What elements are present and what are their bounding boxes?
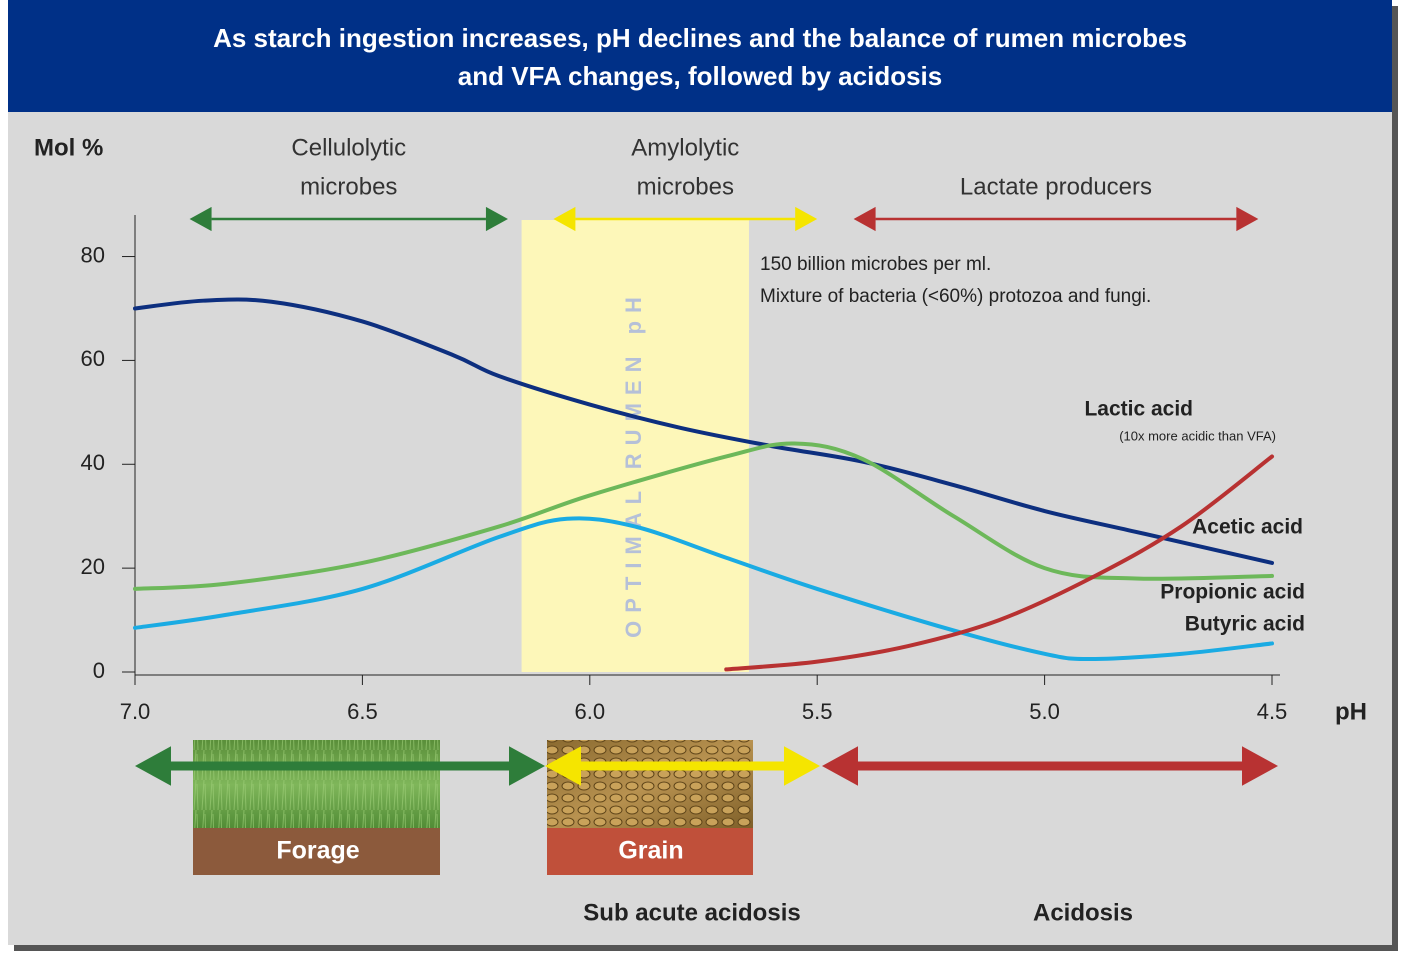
series-label: Butyric acid [1185,613,1305,636]
series-label: Propionic acid [1160,581,1305,604]
series-note: (10x more acidic than VFA) [1119,428,1276,443]
y-tick-label: 0 [93,658,105,683]
microbe-group-label: Cellulolytic [291,134,406,161]
microbe-group-label: Lactate producers [960,173,1152,200]
chart-title: and VFA changes, followed by acidosis [458,61,942,91]
microbe-group-label: microbes [637,173,734,200]
x-tick-label: 5.5 [802,699,833,724]
forage-texture [193,740,440,830]
title-banner [8,0,1392,112]
stage-label: Sub acute acidosis [583,899,800,926]
x-axis-label: pH [1335,698,1367,725]
note: Mixture of bacteria (<60%) protozoa and … [760,286,1151,307]
x-tick-label: 7.0 [120,699,151,724]
y-tick-label: 20 [81,554,105,579]
note: 150 billion microbes per ml. [760,254,991,275]
y-tick-label: 80 [81,242,105,267]
microbe-group-label: Amylolytic [631,134,739,161]
chart-title: As starch ingestion increases, pH declin… [213,23,1187,53]
feed-label: Grain [618,837,683,865]
series-label: Lactic acid [1084,398,1193,421]
optimal-band-label: OPTIMAL RUMEN pH [621,289,646,638]
x-tick-label: 4.5 [1257,699,1288,724]
x-tick-label: 5.0 [1029,699,1060,724]
chart: As starch ingestion increases, pH declin… [0,0,1402,955]
y-axis-label: Mol % [34,134,103,161]
optimal-band-group: OPTIMAL RUMEN pH [522,220,749,672]
microbe-group-label: microbes [300,173,397,200]
y-tick-label: 40 [81,450,105,475]
x-tick-label: 6.0 [575,699,606,724]
stage-label: Acidosis [1033,899,1133,926]
feed-label: Forage [276,837,359,865]
y-tick-label: 60 [81,346,105,371]
series-label: Acetic acid [1192,516,1303,539]
x-tick-label: 6.5 [347,699,378,724]
